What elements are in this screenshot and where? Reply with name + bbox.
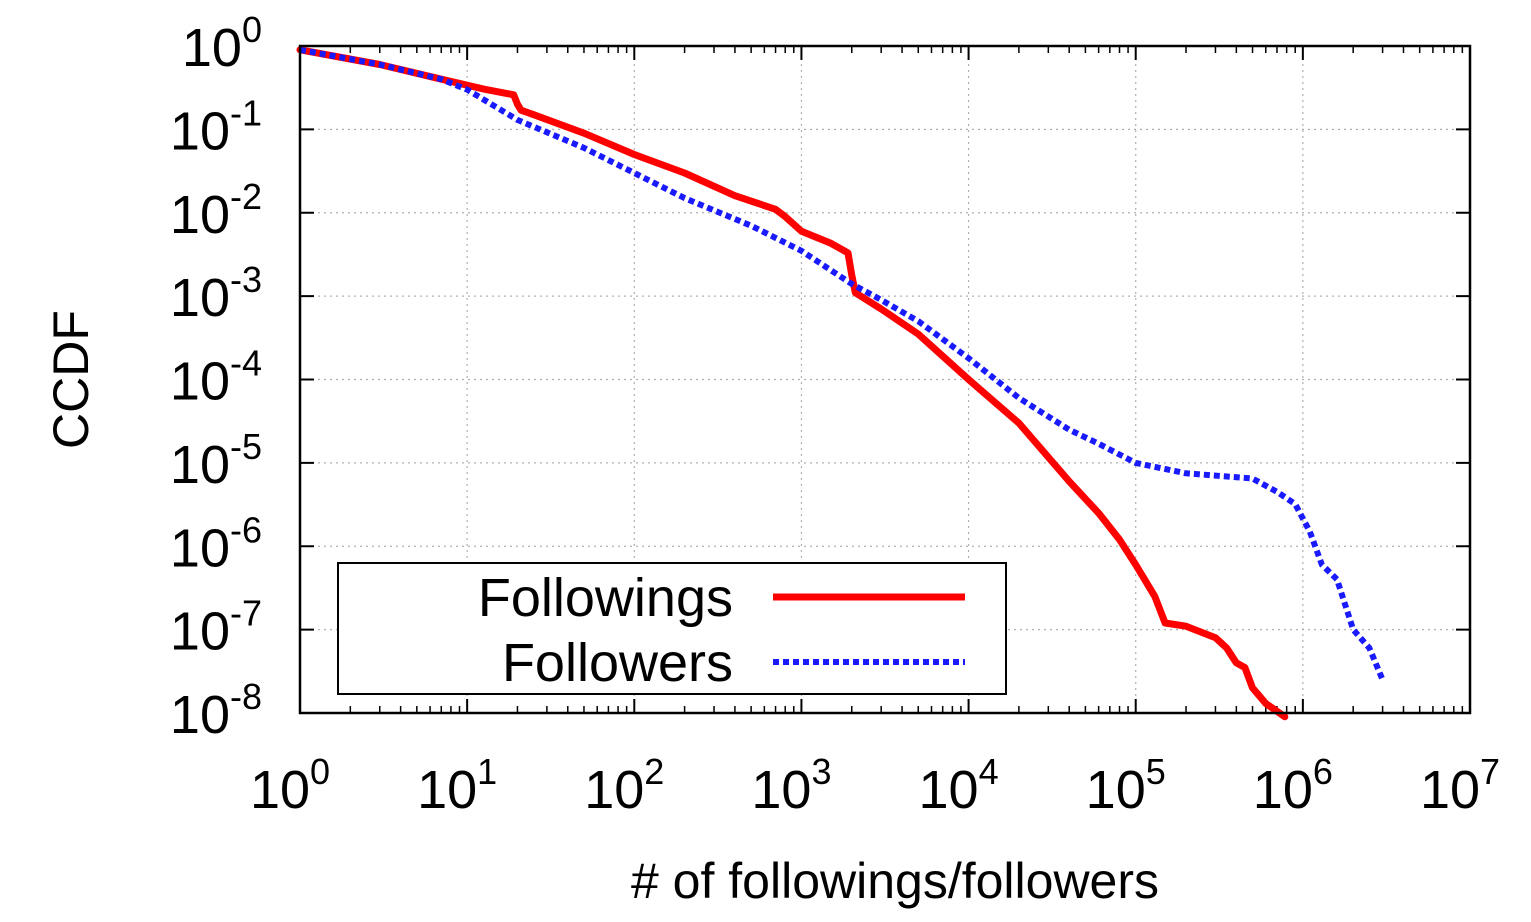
x-tick-label: 104: [919, 751, 999, 820]
legend-box: [337, 562, 1007, 695]
y-axis-label: CCDF: [43, 310, 99, 449]
x-tick-label: 106: [1253, 751, 1333, 820]
y-tick-label: 10-1: [170, 92, 262, 161]
x-tick-labels: 100 101 102 103 104 105 106 107: [250, 751, 1500, 820]
x-tick-label: 107: [1420, 751, 1500, 820]
x-axis-label: # of followings/followers: [631, 853, 1159, 909]
series-lines: [296, 46, 1386, 721]
y-tick-label: 10-6: [170, 509, 262, 578]
x-tick-label: 105: [1086, 751, 1166, 820]
y-tick-label: 10-4: [170, 343, 262, 412]
legend: Followings Followers: [337, 562, 1007, 695]
y-tick-labels: 100 10-1 10-2 10-3 10-4 10-5 10-6 10-7 10-8: [170, 9, 262, 745]
x-tick-label: 101: [417, 751, 497, 820]
y-tick-label: 10-8: [170, 676, 262, 745]
x-tick-label: 100: [250, 751, 330, 820]
legend-label-followings: Followings: [478, 568, 733, 628]
series-line-followers: [299, 46, 1386, 681]
y-tick-label: 10-2: [170, 176, 262, 245]
legend-label-followers: Followers: [502, 633, 733, 693]
x-tick-label: 102: [584, 751, 664, 820]
y-tick-label: 10-3: [170, 259, 262, 328]
series-line-followings: [296, 46, 1289, 721]
plot-frame: [298, 44, 1472, 715]
x-tick-label: 103: [751, 751, 831, 820]
y-tick-label: 10-7: [170, 593, 262, 662]
y-tick-label: 10-5: [170, 426, 262, 495]
y-tick-label: 100: [182, 9, 262, 78]
